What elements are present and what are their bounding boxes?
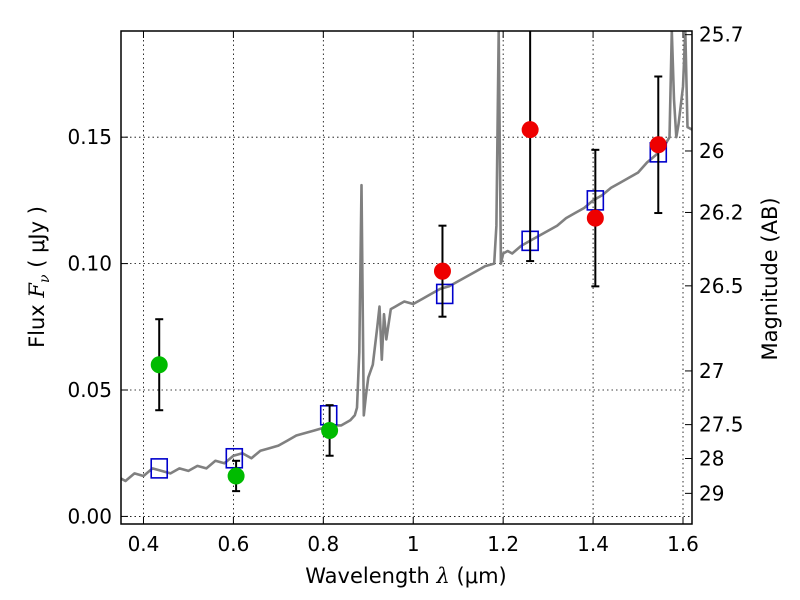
data-series xyxy=(121,31,692,483)
model-photometry-square xyxy=(150,458,169,479)
x-tick-label: 1.2 xyxy=(487,532,519,556)
y2-tick-label: 27.5 xyxy=(699,413,744,437)
observed-flux-point xyxy=(433,262,451,280)
model-photometry-square xyxy=(435,283,454,305)
observed-flux-point xyxy=(521,121,539,139)
x-tick-label: 1.4 xyxy=(577,532,609,556)
y-tick-label: 0.05 xyxy=(67,378,112,402)
y2-tick-label: 26 xyxy=(699,139,724,163)
axis-ticks: 0.4 0.6 0.8 1 1.2 1.4 1.6 0.00 0.05 0.10 0.15 25.7 2… xyxy=(67,23,743,556)
x-tick-label: 0.8 xyxy=(307,532,339,556)
observed-flux-point xyxy=(586,209,604,227)
error-bars xyxy=(150,31,667,493)
observed-flux-point xyxy=(321,421,339,439)
y2-tick-label: 26.2 xyxy=(699,200,744,224)
plot-frame xyxy=(120,30,693,525)
y-axis-label: Flux Fν ( μJy ) xyxy=(25,206,53,348)
y-tick-label: 0.00 xyxy=(67,504,112,528)
model-spectrum-line xyxy=(121,31,692,483)
y-tick-label: 0.10 xyxy=(67,252,112,276)
y2-tick-label: 26.5 xyxy=(699,274,744,298)
observed-flux-point xyxy=(649,136,667,154)
observed-flux-point xyxy=(150,356,168,374)
x-tick-label: 1.6 xyxy=(667,532,699,556)
observed-flux-point xyxy=(227,467,245,485)
x-tick-label: 1 xyxy=(407,532,420,556)
y2-tick-label: 29 xyxy=(699,481,724,505)
y-tick-label: 0.15 xyxy=(67,125,112,149)
x-tick-label: 0.6 xyxy=(217,532,249,556)
y2-tick-label: 27 xyxy=(699,359,724,383)
y2-tick-label: 25.7 xyxy=(699,23,744,47)
y2-axis-label: Magnitude (AB) xyxy=(758,197,782,360)
x-axis-label: Wavelength λ (μm) xyxy=(305,564,506,588)
x-tick-label: 0.4 xyxy=(128,532,160,556)
y2-tick-label: 28 xyxy=(699,446,724,470)
grid-lines xyxy=(121,31,692,524)
